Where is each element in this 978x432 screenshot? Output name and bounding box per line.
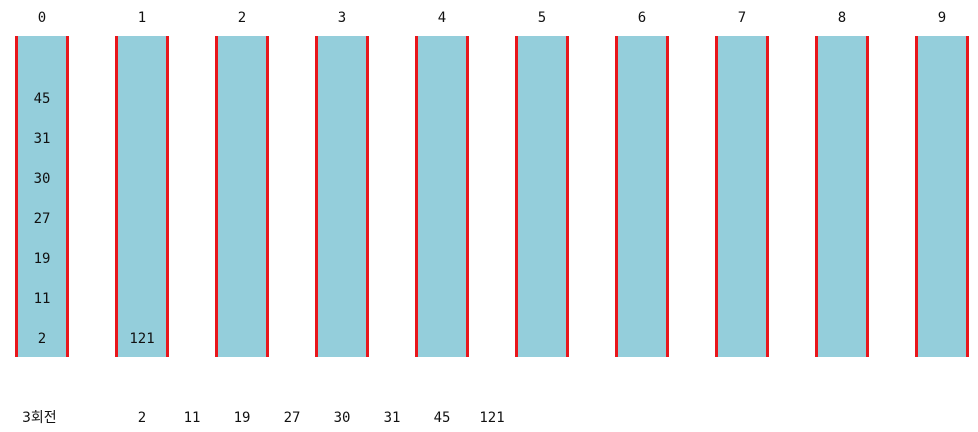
bucket-0-value: 11 — [33, 291, 51, 307]
bucket-1 — [115, 36, 169, 357]
result-value: 2 — [137, 410, 147, 426]
bucket-label-3: 3 — [337, 10, 347, 26]
bucket-7 — [715, 36, 769, 357]
bucket-9 — [915, 36, 969, 357]
bucket-3 — [315, 36, 369, 357]
bucket-label-2: 2 — [237, 10, 247, 26]
result-value: 31 — [383, 410, 401, 426]
bucket-1-value: 121 — [129, 331, 155, 347]
bucket-8 — [815, 36, 869, 357]
bucket-0 — [15, 36, 69, 357]
result-value: 11 — [183, 410, 201, 426]
bucket-5 — [515, 36, 569, 357]
bucket-label-9: 9 — [937, 10, 947, 26]
bucket-label-5: 5 — [537, 10, 547, 26]
result-value: 27 — [283, 410, 301, 426]
bucket-label-4: 4 — [437, 10, 447, 26]
result-value: 45 — [433, 410, 451, 426]
bucket-6 — [615, 36, 669, 357]
bucket-0-value: 30 — [33, 171, 51, 187]
bucket-0-value: 27 — [33, 211, 51, 227]
bucket-0-value: 2 — [37, 331, 47, 347]
bucket-0-value: 19 — [33, 251, 51, 267]
bucket-label-7: 7 — [737, 10, 747, 26]
result-value: 30 — [333, 410, 351, 426]
result-value: 121 — [479, 410, 505, 426]
result-value: 19 — [233, 410, 251, 426]
bucket-label-8: 8 — [837, 10, 847, 26]
bucket-label-6: 6 — [637, 10, 647, 26]
bucket-label-0: 0 — [37, 10, 47, 26]
bucket-4 — [415, 36, 469, 357]
bucket-label-1: 1 — [137, 10, 147, 26]
bucket-0-value: 31 — [33, 131, 51, 147]
bucket-0-value: 45 — [33, 91, 51, 107]
bucket-2 — [215, 36, 269, 357]
pass-label: 3회전 — [22, 410, 57, 426]
